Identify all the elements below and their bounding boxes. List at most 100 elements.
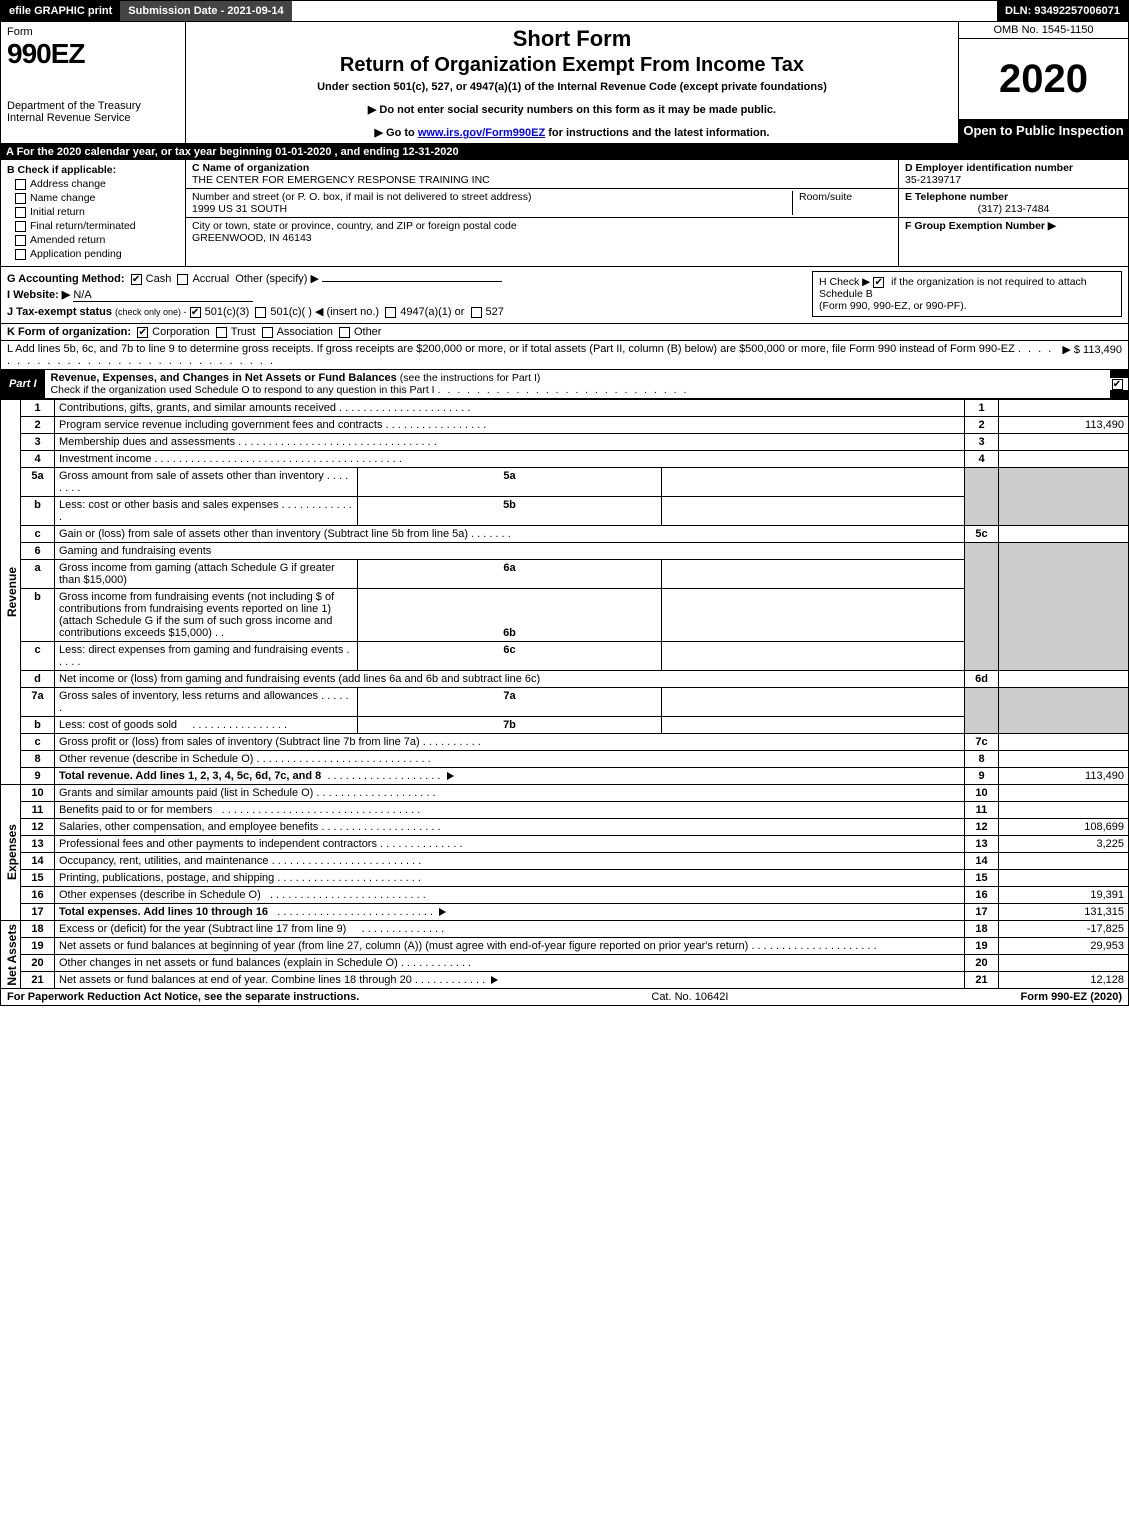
footer-right: Form 990-EZ (2020): [1021, 991, 1122, 1003]
calendar-year-row: A For the 2020 calendar year, or tax yea…: [0, 144, 1129, 160]
l6d-desc: Net income or (loss) from gaming and fun…: [55, 671, 965, 688]
l5ab-val-shade: [999, 468, 1129, 526]
l7a-num: 7a: [21, 688, 55, 717]
chk-h[interactable]: ✔: [873, 277, 884, 288]
l3-rn: 3: [965, 434, 999, 451]
k-corp: Corporation: [152, 326, 209, 338]
l7b-sn: 7b: [358, 717, 661, 734]
l5a-desc: Gross amount from sale of assets other t…: [59, 470, 324, 482]
part1-title: Revenue, Expenses, and Changes in Net As…: [45, 370, 1110, 398]
l8-desc: Other revenue (describe in Schedule O): [59, 753, 253, 765]
l11-num: 11: [21, 802, 55, 819]
efile-print-label[interactable]: efile GRAPHIC print: [1, 1, 120, 21]
l19-desc: Net assets or fund balances at beginning…: [59, 940, 748, 952]
l6a-subval: [661, 560, 964, 589]
page-footer: For Paperwork Reduction Act Notice, see …: [0, 989, 1129, 1006]
l4-rn: 4: [965, 451, 999, 468]
l10-val: [999, 785, 1129, 802]
l6b-sn: 6b: [358, 589, 661, 642]
chk-initial-return[interactable]: Initial return: [15, 206, 179, 218]
part1-schedule-o-checkbox[interactable]: ✔: [1110, 378, 1128, 390]
l10-num: 10: [21, 785, 55, 802]
l-text: L Add lines 5b, 6c, and 7b to line 9 to …: [7, 343, 1015, 355]
k-assoc: Association: [277, 326, 333, 338]
note-goto: ▶ Go to www.irs.gov/Form990EZ for instru…: [192, 126, 952, 139]
footer-catno: Cat. No. 10642I: [359, 991, 1020, 1003]
l18-val: -17,825: [999, 921, 1129, 938]
chk-amended-return[interactable]: Amended return: [15, 234, 179, 246]
row-k: K Form of organization: ✔Corporation Tru…: [0, 324, 1129, 341]
chk-501c[interactable]: [255, 307, 266, 318]
part1-check-text: Check if the organization used Schedule …: [51, 384, 435, 396]
part1-table: Revenue 1 Contributions, gifts, grants, …: [0, 399, 1129, 989]
l13-rn: 13: [965, 836, 999, 853]
k-label: K Form of organization:: [7, 326, 131, 338]
l19-rn: 19: [965, 938, 999, 955]
website-value: N/A: [73, 289, 253, 302]
part1-tag: Part I: [1, 376, 45, 392]
l12-rn: 12: [965, 819, 999, 836]
box-b-heading: B Check if applicable:: [7, 164, 179, 176]
chk-name-change[interactable]: Name change: [15, 192, 179, 204]
group-exemption-label: F Group Exemption Number ▶: [905, 220, 1122, 232]
l13-num: 13: [21, 836, 55, 853]
box-b: B Check if applicable: Address change Na…: [1, 160, 186, 266]
l17-desc: Total expenses. Add lines 10 through 16: [59, 906, 268, 918]
l7a-sn: 7a: [358, 688, 661, 717]
l15-rn: 15: [965, 870, 999, 887]
omb-number: OMB No. 1545-1150: [959, 22, 1128, 39]
l4-val: [999, 451, 1129, 468]
l5b-sn: 5b: [358, 497, 661, 526]
street-label: Number and street (or P. O. box, if mail…: [192, 191, 786, 203]
l9-rn: 9: [965, 768, 999, 785]
chk-accrual[interactable]: [177, 274, 188, 285]
l2-val: 113,490: [999, 417, 1129, 434]
l11-rn: 11: [965, 802, 999, 819]
g-accrual: Accrual: [192, 273, 229, 285]
l7c-desc: Gross profit or (loss) from sales of inv…: [59, 736, 420, 748]
tax-year: 2020: [959, 39, 1128, 119]
l14-rn: 14: [965, 853, 999, 870]
l1-val: [999, 400, 1129, 417]
l6-desc: Gaming and fundraising events: [55, 543, 965, 560]
l13-val: 3,225: [999, 836, 1129, 853]
chk-4947[interactable]: [385, 307, 396, 318]
chk-527[interactable]: [471, 307, 482, 318]
chk-application-pending[interactable]: Application pending: [15, 248, 179, 260]
chk-501c3[interactable]: ✔: [190, 307, 201, 318]
g-other-input[interactable]: [322, 281, 502, 282]
chk-final-return[interactable]: Final return/terminated: [15, 220, 179, 232]
g-other: Other (specify) ▶: [235, 273, 319, 285]
l7b-desc: Less: cost of goods sold: [59, 719, 177, 731]
l20-desc: Other changes in net assets or fund bala…: [59, 957, 398, 969]
row-l: L Add lines 5b, 6c, and 7b to line 9 to …: [0, 341, 1129, 370]
ein-value: 35-2139717: [905, 174, 1122, 186]
l1-rn: 1: [965, 400, 999, 417]
l6-val-shade: [999, 543, 1129, 671]
l8-num: 8: [21, 751, 55, 768]
chk-corporation[interactable]: ✔: [137, 327, 148, 338]
chk-address-change[interactable]: Address change: [15, 178, 179, 190]
ein-label: D Employer identification number: [905, 162, 1122, 174]
form-title-block: Short Form Return of Organization Exempt…: [186, 22, 958, 143]
irs-link[interactable]: www.irs.gov/Form990EZ: [418, 127, 545, 139]
l6c-sn: 6c: [358, 642, 661, 671]
chk-other[interactable]: [339, 327, 350, 338]
chk-association[interactable]: [262, 327, 273, 338]
l8-rn: 8: [965, 751, 999, 768]
chk-cash[interactable]: ✔: [131, 274, 142, 285]
phone-value: (317) 213-7484: [905, 203, 1122, 215]
part1-header: Part I Revenue, Expenses, and Changes in…: [0, 370, 1129, 399]
l5ab-rn-shade: [965, 468, 999, 526]
l3-val: [999, 434, 1129, 451]
l10-rn: 10: [965, 785, 999, 802]
l7ab-val-shade: [999, 688, 1129, 734]
l6b-subval: [661, 589, 964, 642]
l5c-desc: Gain or (loss) from sale of assets other…: [59, 528, 468, 540]
form-number: 990EZ: [7, 38, 179, 70]
l9-val: 113,490: [999, 768, 1129, 785]
chk-trust[interactable]: [216, 327, 227, 338]
street-value: 1999 US 31 SOUTH: [192, 203, 786, 215]
blocks-b-c-d-e: B Check if applicable: Address change Na…: [0, 160, 1129, 267]
city-value: GREENWOOD, IN 46143: [192, 232, 892, 244]
